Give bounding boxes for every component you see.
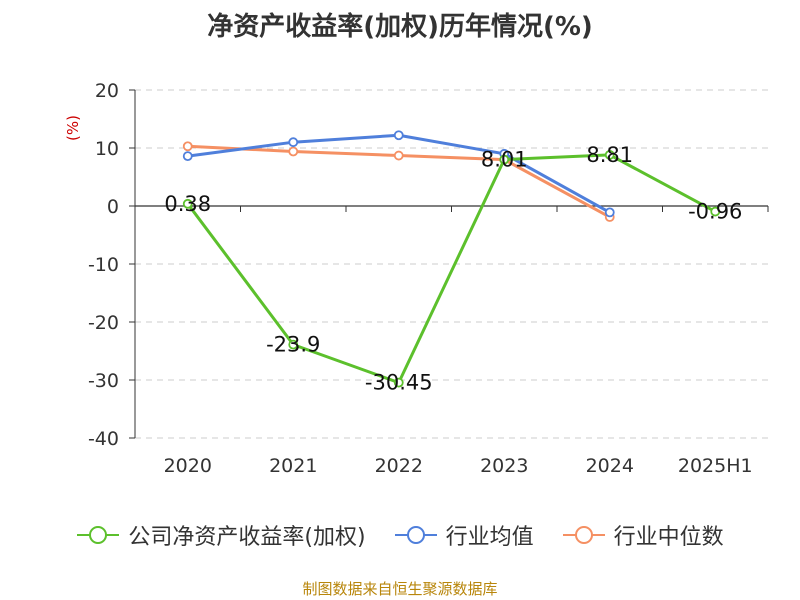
y-tick-label: 20 (95, 80, 119, 102)
source-note: 制图数据来自恒生聚源数据库 (302, 580, 498, 598)
y-tick-label: -40 (88, 428, 119, 450)
y-axis-label: (%) (64, 115, 82, 141)
data-point (393, 377, 404, 388)
legend-item: 行业中位数 (562, 519, 724, 551)
data-point (393, 130, 404, 141)
data-point (288, 146, 299, 157)
legend-swatch-icon (562, 526, 605, 544)
x-tick-label: 2025H1 (678, 455, 753, 477)
legend-item: 公司净资产收益率(加权) (76, 519, 366, 551)
data-point (182, 141, 193, 152)
x-tick-label: 2022 (375, 455, 423, 477)
data-point (604, 207, 615, 218)
x-tick-label: 2020 (164, 455, 212, 477)
legend-swatch-icon (394, 526, 437, 544)
data-label: -30.45 (365, 371, 433, 395)
y-tick-label: -30 (88, 370, 119, 392)
series-line (187, 133, 611, 214)
data-label: 8.01 (481, 148, 528, 172)
data-label: -23.9 (266, 333, 320, 357)
legend-swatch-marker (406, 526, 425, 544)
x-tick-label: 2024 (586, 455, 634, 477)
legend-item: 行业均值 (394, 519, 534, 551)
x-tick-label: 2021 (269, 455, 317, 477)
data-label: 0.38 (164, 192, 211, 216)
legend-label: 行业均值 (445, 525, 534, 550)
data-point (393, 150, 404, 161)
data-point (182, 151, 193, 162)
data-label: -0.96 (688, 200, 742, 224)
x-tick-label: 2023 (480, 455, 528, 477)
y-tick-label: 0 (107, 196, 119, 218)
y-tick-label: -20 (88, 312, 119, 334)
series-line (186, 153, 716, 385)
data-point (288, 339, 299, 350)
data-point (499, 154, 510, 165)
legend-label: 公司净资产收益率(加权) (128, 525, 366, 550)
data-point (710, 206, 721, 217)
legend-swatch-icon (77, 526, 120, 544)
y-tick-label: -10 (88, 254, 119, 276)
data-label: 8.81 (586, 143, 633, 167)
data-point (288, 137, 299, 148)
data-point (182, 198, 193, 209)
y-tick-label: 10 (95, 138, 119, 160)
data-point (604, 150, 615, 160)
legend: 公司净资产收益率(加权) 行业均值 行业中位数 (0, 519, 800, 551)
chart-title: 净资产收益率(加权)历年情况(%) (207, 12, 593, 42)
legend-swatch-marker (89, 526, 108, 544)
legend-swatch-marker (574, 526, 593, 544)
legend-label: 行业中位数 (613, 525, 724, 550)
